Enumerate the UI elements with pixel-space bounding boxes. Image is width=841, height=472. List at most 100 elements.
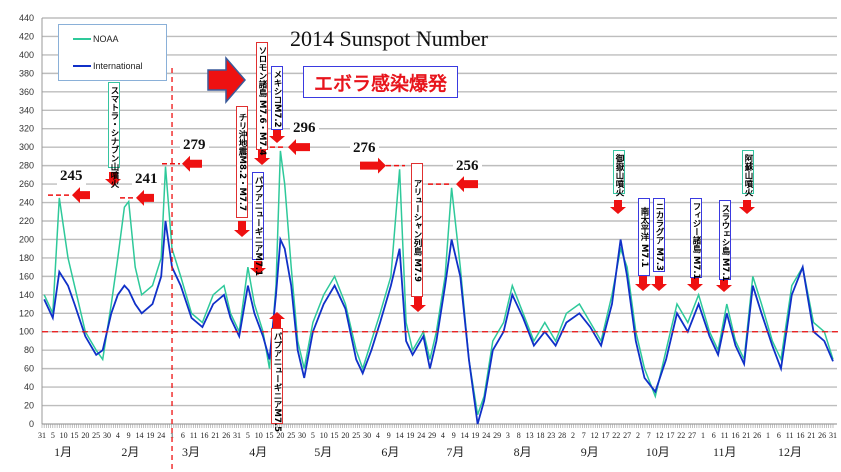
arrow-down-icon xyxy=(610,200,626,214)
x-tick-label: 1 xyxy=(766,431,770,440)
legend-label: NOAA xyxy=(93,34,119,44)
x-tick-label: 24 xyxy=(157,431,165,440)
month-label: 1月 xyxy=(54,445,72,459)
y-tick-label: 440 xyxy=(19,13,34,23)
x-tick-label: 29 xyxy=(493,431,501,440)
y-tick-label: 80 xyxy=(24,345,34,355)
arrow-down-icon xyxy=(687,276,703,291)
x-tick-label: 23 xyxy=(547,431,555,440)
x-tick-label: 31 xyxy=(38,431,46,440)
x-tick-label: 9 xyxy=(387,431,391,440)
x-tick-label: 11 xyxy=(190,431,198,440)
annotation-sulawesi: スラウェシ島 M7.1 xyxy=(719,200,731,281)
x-tick-label: 15 xyxy=(71,431,79,440)
x-tick-label: 12 xyxy=(591,431,599,440)
x-tick-label: 16 xyxy=(731,431,739,440)
x-tick-label: 31 xyxy=(233,431,241,440)
arrow-down-icon xyxy=(269,129,285,143)
peak-value-245: 245 xyxy=(57,168,86,185)
x-tick-label: 15 xyxy=(266,431,274,440)
x-tick-label: 2 xyxy=(571,431,575,440)
x-tick-label: 27 xyxy=(688,431,696,440)
x-tick-label: 6 xyxy=(777,431,781,440)
x-tick-label: 21 xyxy=(211,431,219,440)
annotation-aleutian: アリューシャン列島 M7.9 xyxy=(411,163,423,297)
y-tick-label: 320 xyxy=(19,124,34,134)
x-tick-label: 15 xyxy=(331,431,339,440)
x-tick-label: 26 xyxy=(818,431,826,440)
y-tick-label: 280 xyxy=(19,161,34,171)
x-tick-label: 19 xyxy=(406,431,414,440)
y-tick-label: 40 xyxy=(24,382,34,392)
arrow-up-icon xyxy=(269,312,285,328)
y-tick-label: 180 xyxy=(19,253,34,263)
y-tick-label: 380 xyxy=(19,68,34,78)
x-tick-label: 28 xyxy=(558,431,566,440)
y-tick-label: 60 xyxy=(24,364,34,374)
series-line-noaa xyxy=(43,150,834,416)
x-tick-label: 25 xyxy=(92,431,100,440)
y-tick-label: 340 xyxy=(19,105,34,115)
arrow-down-icon xyxy=(254,150,270,165)
y-tick-label: 240 xyxy=(19,198,34,208)
x-tick-label: 24 xyxy=(417,431,425,440)
arrow-down-icon xyxy=(635,276,651,291)
x-tick-label: 19 xyxy=(471,431,479,440)
x-tick-label: 25 xyxy=(352,431,360,440)
x-tick-label: 30 xyxy=(298,431,306,440)
peak-value-256: 256 xyxy=(453,158,482,175)
legend-swatch xyxy=(73,65,91,67)
month-label: 11月 xyxy=(713,445,737,459)
x-tick-label: 7 xyxy=(647,431,651,440)
y-tick-label: 200 xyxy=(19,234,34,244)
annotation-nicaragua: ニカラグア M7.3 xyxy=(653,198,665,272)
y-tick-label: 400 xyxy=(19,50,34,60)
x-tick-label: 27 xyxy=(623,431,631,440)
arrow-down-icon xyxy=(105,172,121,186)
x-tick-label: 26 xyxy=(753,431,761,440)
annotation-fiji: フィジー諸島 M7.1 xyxy=(690,198,702,279)
ebola-label: エボラ感染爆発 xyxy=(303,66,458,98)
x-tick-label: 10 xyxy=(60,431,68,440)
annotation-png1: パプアニューギニアM7.1 xyxy=(252,172,264,276)
month-label: 4月 xyxy=(249,445,267,459)
month-label: 2月 xyxy=(121,445,139,459)
x-tick-label: 9 xyxy=(127,431,131,440)
x-tick-label: 26 xyxy=(222,431,230,440)
x-tick-label: 5 xyxy=(51,431,55,440)
x-tick-label: 6 xyxy=(181,431,185,440)
x-tick-label: 30 xyxy=(103,431,111,440)
arrow-down-icon xyxy=(739,200,755,214)
arrow-left-icon xyxy=(182,155,202,172)
x-tick-label: 29 xyxy=(428,431,436,440)
x-tick-label: 12 xyxy=(656,431,664,440)
annotation-solomon: ソロモン諸島 M7.6・M7.4 xyxy=(256,42,268,156)
month-label: 7月 xyxy=(446,445,464,459)
month-label: 8月 xyxy=(514,445,532,459)
x-tick-label: 13 xyxy=(526,431,534,440)
month-label: 3月 xyxy=(182,445,200,459)
month-label: 5月 xyxy=(314,445,332,459)
x-tick-label: 22 xyxy=(677,431,685,440)
arrow-down-icon xyxy=(250,261,266,275)
arrow-left-icon xyxy=(72,187,90,204)
x-tick-label: 24 xyxy=(482,431,490,440)
y-tick-label: 0 xyxy=(29,419,34,429)
arrow-left-icon xyxy=(136,189,154,206)
x-tick-label: 20 xyxy=(276,431,284,440)
y-tick-label: 20 xyxy=(24,401,34,411)
y-tick-label: 360 xyxy=(19,87,34,97)
legend-label: International xyxy=(93,61,143,71)
arrow-down-icon xyxy=(234,221,250,237)
x-tick-label: 19 xyxy=(146,431,154,440)
peak-value-296: 296 xyxy=(290,120,319,137)
peak-value-279: 279 xyxy=(180,137,209,154)
arrow-down-icon xyxy=(410,296,426,312)
arrow-down-icon xyxy=(716,277,732,292)
annotation-aso: 阿蘇山噴火 xyxy=(742,150,754,197)
arrow-right-icon xyxy=(360,157,386,174)
y-tick-label: 220 xyxy=(19,216,34,226)
y-tick-label: 260 xyxy=(19,179,34,189)
